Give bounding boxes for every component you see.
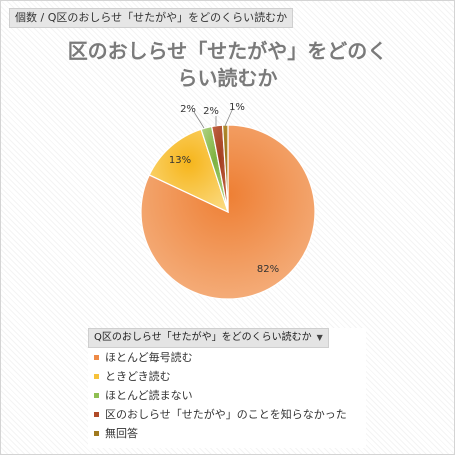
legend-swatch: [94, 431, 99, 436]
dropdown-arrow-icon[interactable]: ▼: [316, 333, 323, 342]
legend: Q区のおしらせ「せたがや」をどのくらい読むか ▼ ほとんど毎号読む ときどき読む ほと…: [88, 328, 366, 448]
pivot-field-breadcrumb[interactable]: 個数 / Q区のおしらせ「せたがや」をどのくらい読むか: [9, 8, 294, 28]
legend-item[interactable]: ほとんど毎号読む: [88, 348, 366, 367]
legend-swatch: [94, 393, 99, 398]
legend-item-label: ときどき読む: [105, 370, 171, 383]
legend-item[interactable]: 無回答: [88, 424, 366, 443]
legend-item-label: ほとんど毎号読む: [105, 351, 193, 364]
legend-field-button[interactable]: Q区のおしらせ「せたがや」をどのくらい読むか ▼: [88, 328, 329, 348]
legend-item[interactable]: ほとんど読まない: [88, 386, 366, 405]
legend-field-label: Q区のおしらせ「せたがや」をどのくらい読むか: [94, 332, 312, 343]
leader-line: [193, 111, 205, 129]
chart-title-line-1: 区のおしらせ「せたがや」をどのく: [67, 39, 388, 63]
leader-line: [224, 107, 234, 127]
chart-title-line-2: らい読むか: [177, 66, 278, 90]
slice-data-label: 82%: [257, 264, 279, 275]
slice-data-label: 2%: [203, 106, 219, 117]
legend-item[interactable]: ときどき読む: [88, 367, 366, 386]
legend-list: ほとんど毎号読む ときどき読むほとんど読まない区のおしらせ「せたがや」のことを知ら…: [88, 348, 366, 443]
slice-data-label: 13%: [169, 155, 191, 166]
legend-item-label: ほとんど読まない: [105, 389, 193, 402]
pie-slice[interactable]: [140, 124, 316, 300]
legend-item-label: 無回答: [105, 427, 138, 440]
legend-swatch: [94, 355, 99, 360]
slice-data-label: 1%: [229, 102, 245, 113]
slice-data-label: 2%: [180, 104, 196, 115]
pie-slice[interactable]: [148, 128, 229, 214]
legend-item-label: 区のおしらせ「せたがや」のことを知らなかった: [105, 408, 347, 421]
legend-item[interactable]: 区のおしらせ「せたがや」のことを知らなかった: [88, 405, 366, 424]
chart-title: 区のおしらせ「せたがや」をどのく らい読むか: [40, 38, 415, 92]
legend-swatch: [94, 412, 99, 417]
legend-swatch: [94, 374, 99, 379]
